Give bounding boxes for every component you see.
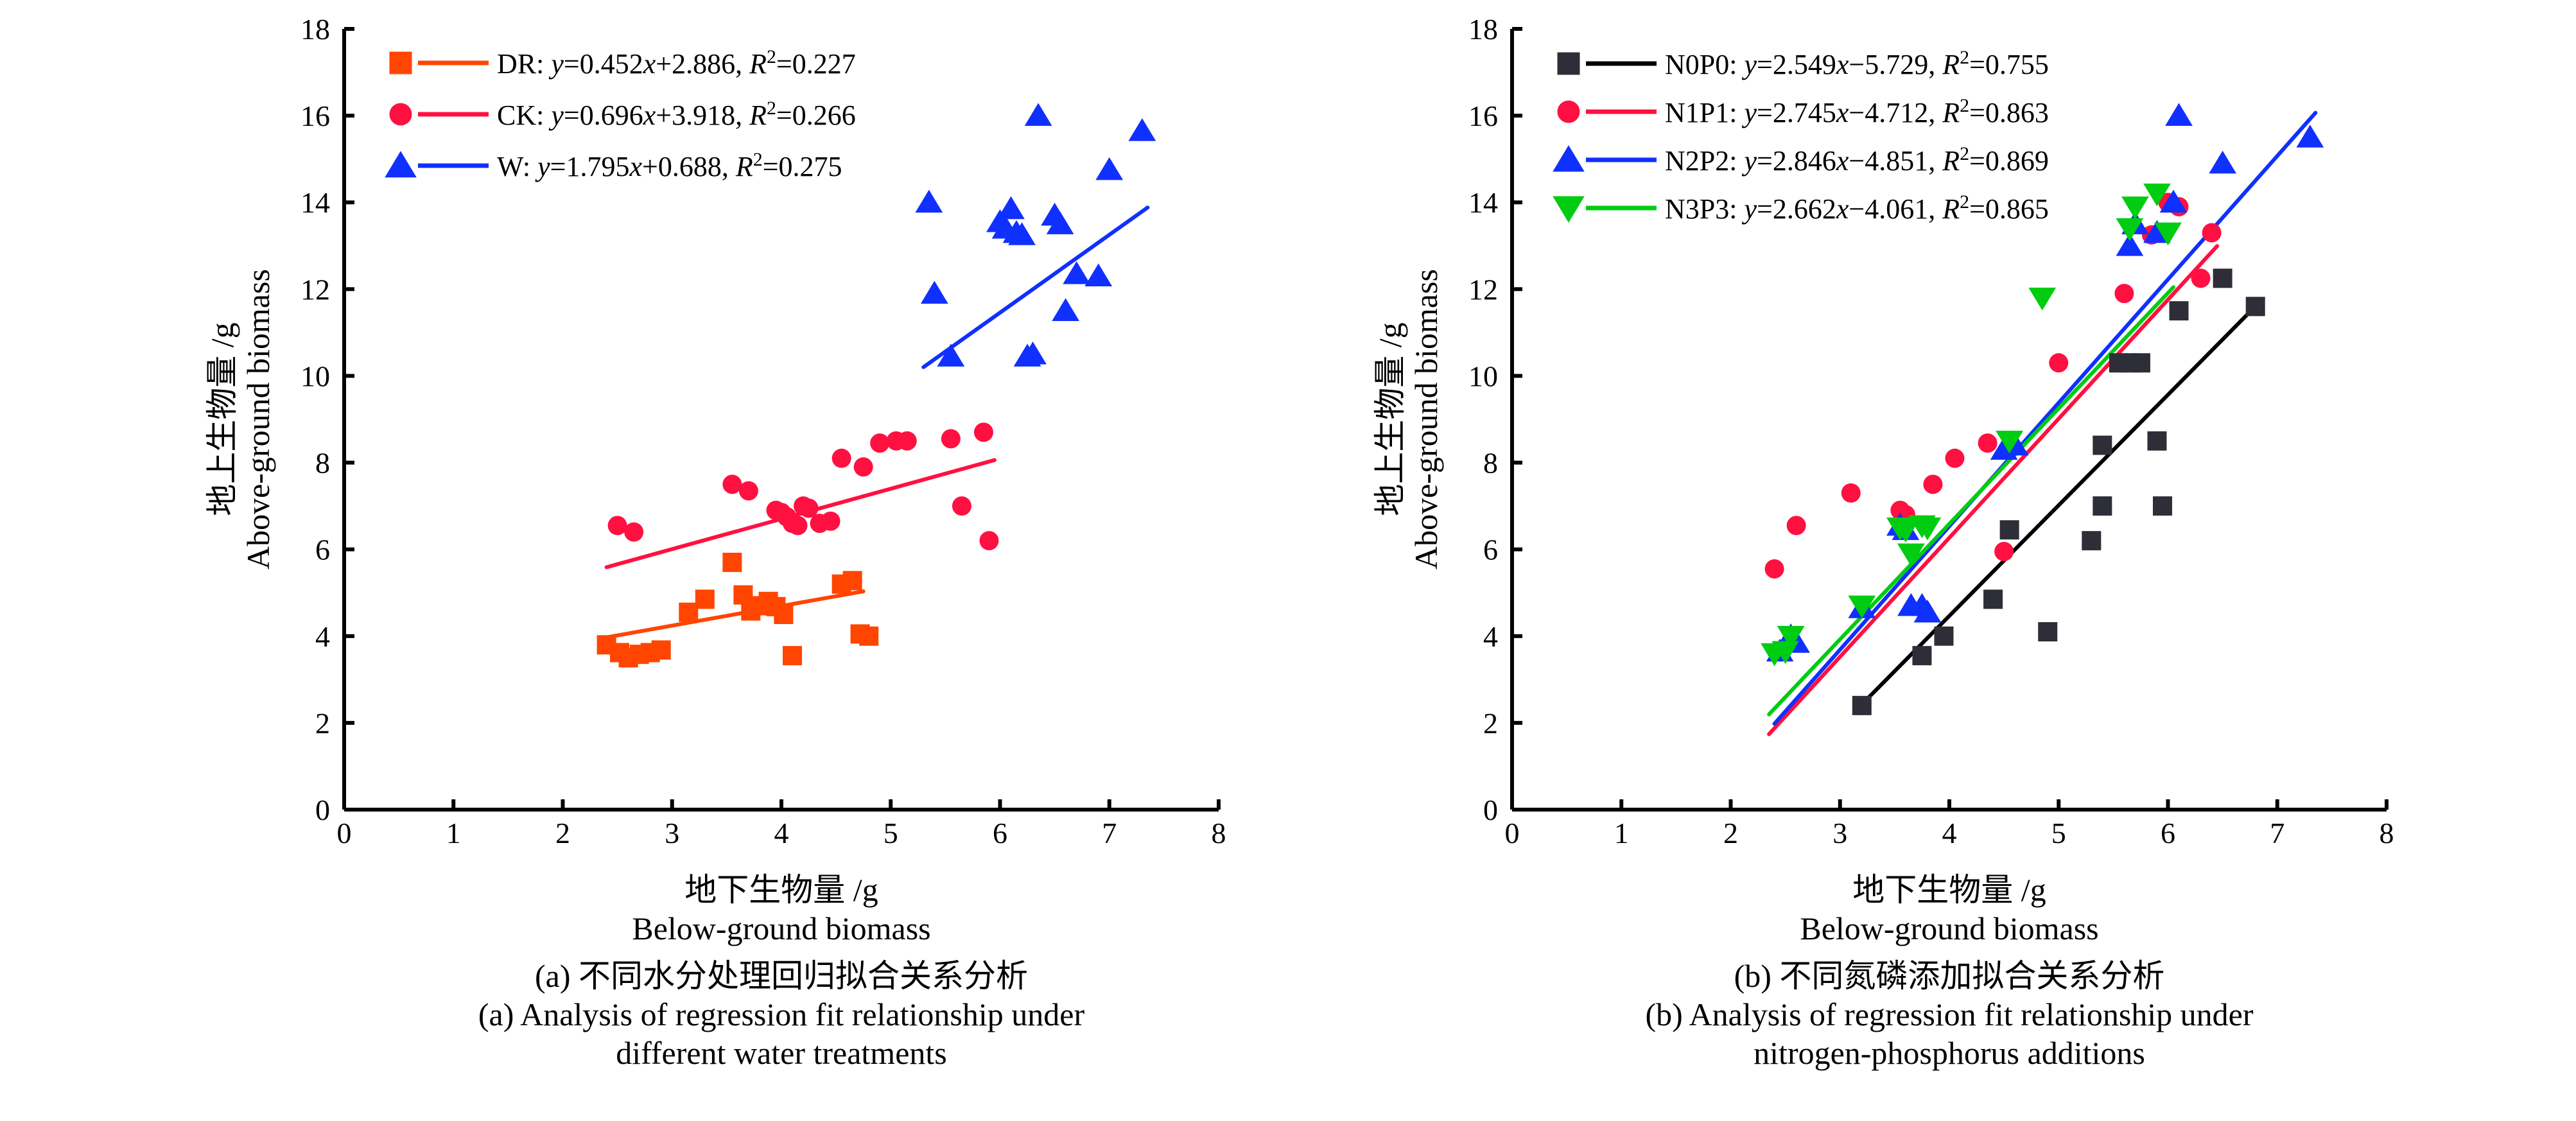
- svg-text:4: 4: [1483, 620, 1498, 653]
- svg-text:10: 10: [1468, 360, 1498, 392]
- svg-text:Above-ground biomass: Above-ground biomass: [240, 269, 276, 569]
- svg-text:different water treatments: different water treatments: [616, 1035, 947, 1071]
- svg-text:6: 6: [315, 534, 330, 566]
- svg-text:4: 4: [774, 817, 789, 849]
- svg-text:8: 8: [315, 447, 330, 480]
- svg-text:Below-ground biomass: Below-ground biomass: [1800, 910, 2098, 946]
- svg-text:4: 4: [315, 620, 330, 653]
- svg-text:2: 2: [555, 817, 570, 849]
- svg-text:3: 3: [1832, 817, 1847, 849]
- svg-text:地下生物量 /g: 地下生物量 /g: [1852, 872, 2046, 908]
- svg-text:7: 7: [1102, 817, 1117, 849]
- svg-text:0: 0: [1505, 817, 1520, 849]
- svg-text:N2P2: y=2.846x−4.851, R2=0.869: N2P2: y=2.846x−4.851, R2=0.869: [1665, 143, 2049, 177]
- svg-text:8: 8: [1212, 817, 1226, 849]
- svg-text:0: 0: [337, 817, 352, 849]
- svg-text:N1P1: y=2.745x−4.712, R2=0.863: N1P1: y=2.745x−4.712, R2=0.863: [1665, 95, 2049, 129]
- svg-text:DR: y=0.452x+2.886, R2=0.227: DR: y=0.452x+2.886, R2=0.227: [497, 46, 856, 80]
- svg-text:N0P0: y=2.549x−5.729, R2=0.755: N0P0: y=2.549x−5.729, R2=0.755: [1665, 47, 2049, 81]
- svg-text:Above-ground biomass: Above-ground biomass: [1408, 269, 1444, 569]
- svg-text:2: 2: [1483, 707, 1498, 740]
- svg-text:(b) Analysis of regression fit: (b) Analysis of regression fit relations…: [1645, 996, 2253, 1032]
- svg-text:(a) Analysis of regression fit: (a) Analysis of regression fit relations…: [478, 996, 1085, 1032]
- svg-text:2: 2: [315, 707, 330, 740]
- svg-text:nitrogen-phosphorus additions: nitrogen-phosphorus additions: [1754, 1035, 2145, 1071]
- svg-text:4: 4: [1942, 817, 1957, 849]
- svg-text:5: 5: [883, 817, 898, 849]
- svg-text:6: 6: [2161, 817, 2175, 849]
- svg-text:3: 3: [665, 817, 679, 849]
- svg-text:W: y=1.795x+0.688, R2=0.275: W: y=1.795x+0.688, R2=0.275: [497, 149, 842, 183]
- svg-text:(b) 不同氮磷添加拟合关系分析: (b) 不同氮磷添加拟合关系分析: [1734, 958, 2165, 994]
- svg-text:0: 0: [1483, 794, 1498, 826]
- svg-text:14: 14: [1468, 186, 1498, 219]
- svg-text:12: 12: [300, 273, 330, 306]
- svg-text:Below-ground biomass: Below-ground biomass: [632, 910, 930, 946]
- svg-text:18: 18: [1468, 13, 1498, 46]
- svg-text:10: 10: [300, 360, 330, 392]
- svg-text:8: 8: [2380, 817, 2394, 849]
- svg-text:0: 0: [315, 794, 330, 826]
- svg-text:16: 16: [1468, 100, 1498, 132]
- svg-text:1: 1: [446, 817, 461, 849]
- svg-text:5: 5: [2051, 817, 2066, 849]
- svg-text:12: 12: [1468, 273, 1498, 306]
- svg-text:地下生物量 /g: 地下生物量 /g: [684, 872, 878, 908]
- svg-text:18: 18: [300, 13, 330, 46]
- svg-text:CK: y=0.696x+3.918, R2=0.266: CK: y=0.696x+3.918, R2=0.266: [497, 98, 856, 132]
- svg-text:8: 8: [1483, 447, 1498, 480]
- svg-text:地上生物量 /g: 地上生物量 /g: [1372, 322, 1408, 516]
- svg-text:1: 1: [1614, 817, 1629, 849]
- svg-text:(a) 不同水分处理回归拟合关系分析: (a) 不同水分处理回归拟合关系分析: [535, 958, 1028, 994]
- svg-text:2: 2: [1723, 817, 1738, 849]
- svg-text:7: 7: [2270, 817, 2284, 849]
- svg-text:N3P3: y=2.662x−4.061, R2=0.865: N3P3: y=2.662x−4.061, R2=0.865: [1665, 191, 2049, 225]
- svg-text:6: 6: [1483, 534, 1498, 566]
- svg-text:地上生物量 /g: 地上生物量 /g: [204, 322, 240, 516]
- svg-text:14: 14: [300, 186, 330, 219]
- svg-text:6: 6: [993, 817, 1007, 849]
- svg-text:16: 16: [300, 100, 330, 132]
